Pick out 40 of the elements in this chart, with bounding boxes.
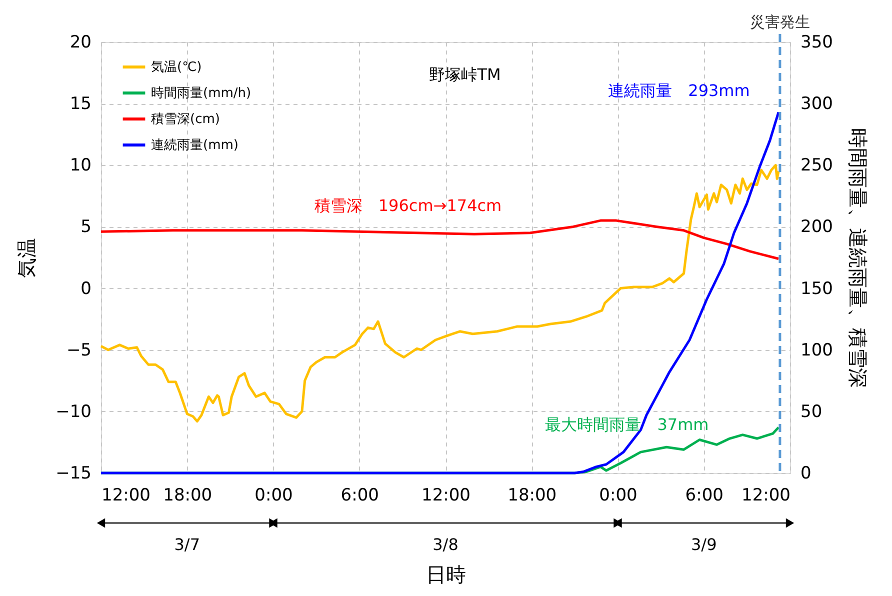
y-tick-label: 15 [70,94,92,114]
y2-tick-label: 200 [800,217,833,238]
legend-label: 気温(℃) [151,60,202,75]
y2-tick-label: 150 [800,278,833,299]
text: 3/7 [174,535,200,554]
y-tick-label: −10 [56,402,92,422]
x-tick-label: 12:00 [422,486,470,506]
text: 3/9 [691,535,717,554]
y2-tick-label: 50 [800,402,822,422]
y2-tick-label: 250 [800,156,833,176]
annotation: 積雪深 196cm→174cm [314,196,502,215]
y-tick-label: −15 [56,464,92,484]
annotation: 最大時間雨量 37mm [545,415,709,434]
y-tick-label: 10 [70,156,92,176]
legend-label: 連続雨量(mm) [151,138,238,153]
x-tick-label: 12:00 [742,486,790,506]
x-tick-label: 6:00 [340,486,379,506]
ref-line-label: 災害発生 [750,13,810,31]
y2-tick-label: 0 [800,464,812,484]
annotation: 連続雨量 293mm [608,81,750,100]
text: 野塚峠TM [429,65,501,84]
legend-label: 積雪深(cm) [151,112,220,127]
y-tick-label: 0 [80,278,92,299]
y2-tick-label: 100 [800,340,833,360]
legend-label: 時間雨量(mm/h) [151,86,252,101]
y-axis-title: 気温 [14,238,39,278]
x-axis-title: 日時 [426,562,466,586]
x-tick-label: 18:00 [508,486,557,506]
y-tick-label: 5 [80,217,92,238]
x-tick-label: 6:00 [685,486,724,506]
y2-axis-title: 時間雨量、連続雨量、積雪深 [846,128,870,388]
y2-tick-label: 300 [800,94,833,114]
y-tick-label: −5 [66,340,92,360]
text: 3/8 [432,535,458,554]
x-tick-label: 0:00 [254,486,293,506]
x-tick-label: 0:00 [599,486,638,506]
x-tick-label: 18:00 [163,486,212,506]
y-tick-label: 20 [70,32,92,52]
x-tick-label: 12:00 [102,486,150,506]
y2-tick-label: 350 [800,32,833,52]
